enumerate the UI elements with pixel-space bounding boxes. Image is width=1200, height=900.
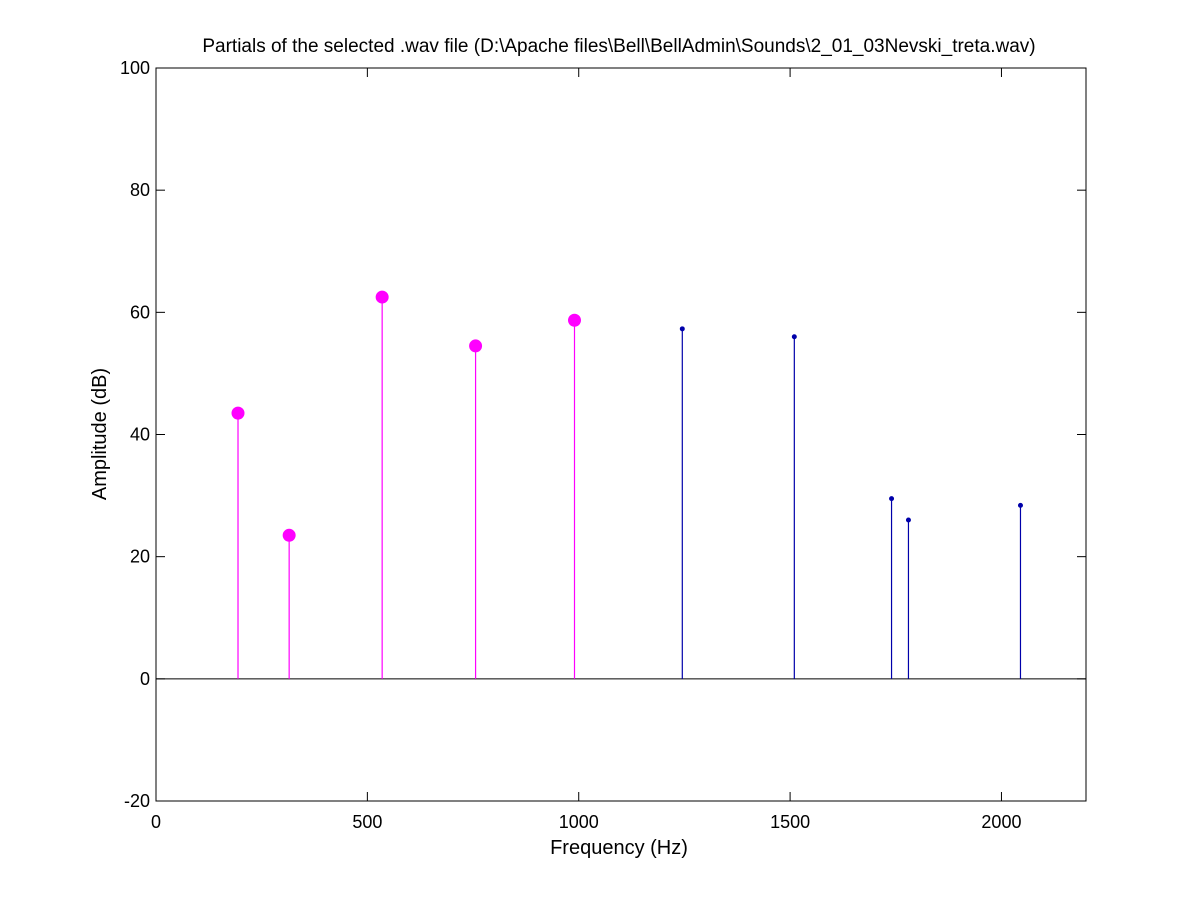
stem-marker	[568, 313, 581, 327]
y-tick-label: 80	[130, 180, 150, 200]
x-tick-label: 1000	[559, 812, 599, 832]
y-axis-label: Amplitude (dB)	[89, 368, 111, 500]
stem-marker	[282, 528, 296, 542]
stem-marker	[679, 326, 685, 332]
stem-marker	[1017, 502, 1023, 508]
x-tick-label: 0	[151, 812, 161, 832]
y-tick-label: 100	[120, 58, 150, 78]
x-tick-label: 500	[352, 812, 382, 832]
y-tick-label: 20	[130, 547, 150, 567]
stems	[231, 290, 1023, 679]
stem-marker	[791, 334, 797, 340]
ticks	[155, 67, 1086, 802]
y-tick-label: 60	[130, 302, 150, 322]
y-tick-label: -20	[124, 791, 150, 811]
stem-marker	[231, 406, 245, 420]
stem-marker	[375, 290, 389, 304]
x-axis-label: Frequency (Hz)	[550, 837, 688, 859]
stem-marker	[905, 517, 911, 523]
stem-marker	[469, 339, 483, 353]
y-tick-label: 0	[140, 669, 150, 689]
y-tick-label: 40	[130, 425, 150, 445]
x-tick-label: 2000	[981, 812, 1021, 832]
stem-marker	[889, 496, 895, 502]
chart-title: Partials of the selected .wav file (D:\A…	[202, 36, 1035, 57]
axes-box	[155, 67, 1087, 802]
x-tick-label: 1500	[770, 812, 810, 832]
